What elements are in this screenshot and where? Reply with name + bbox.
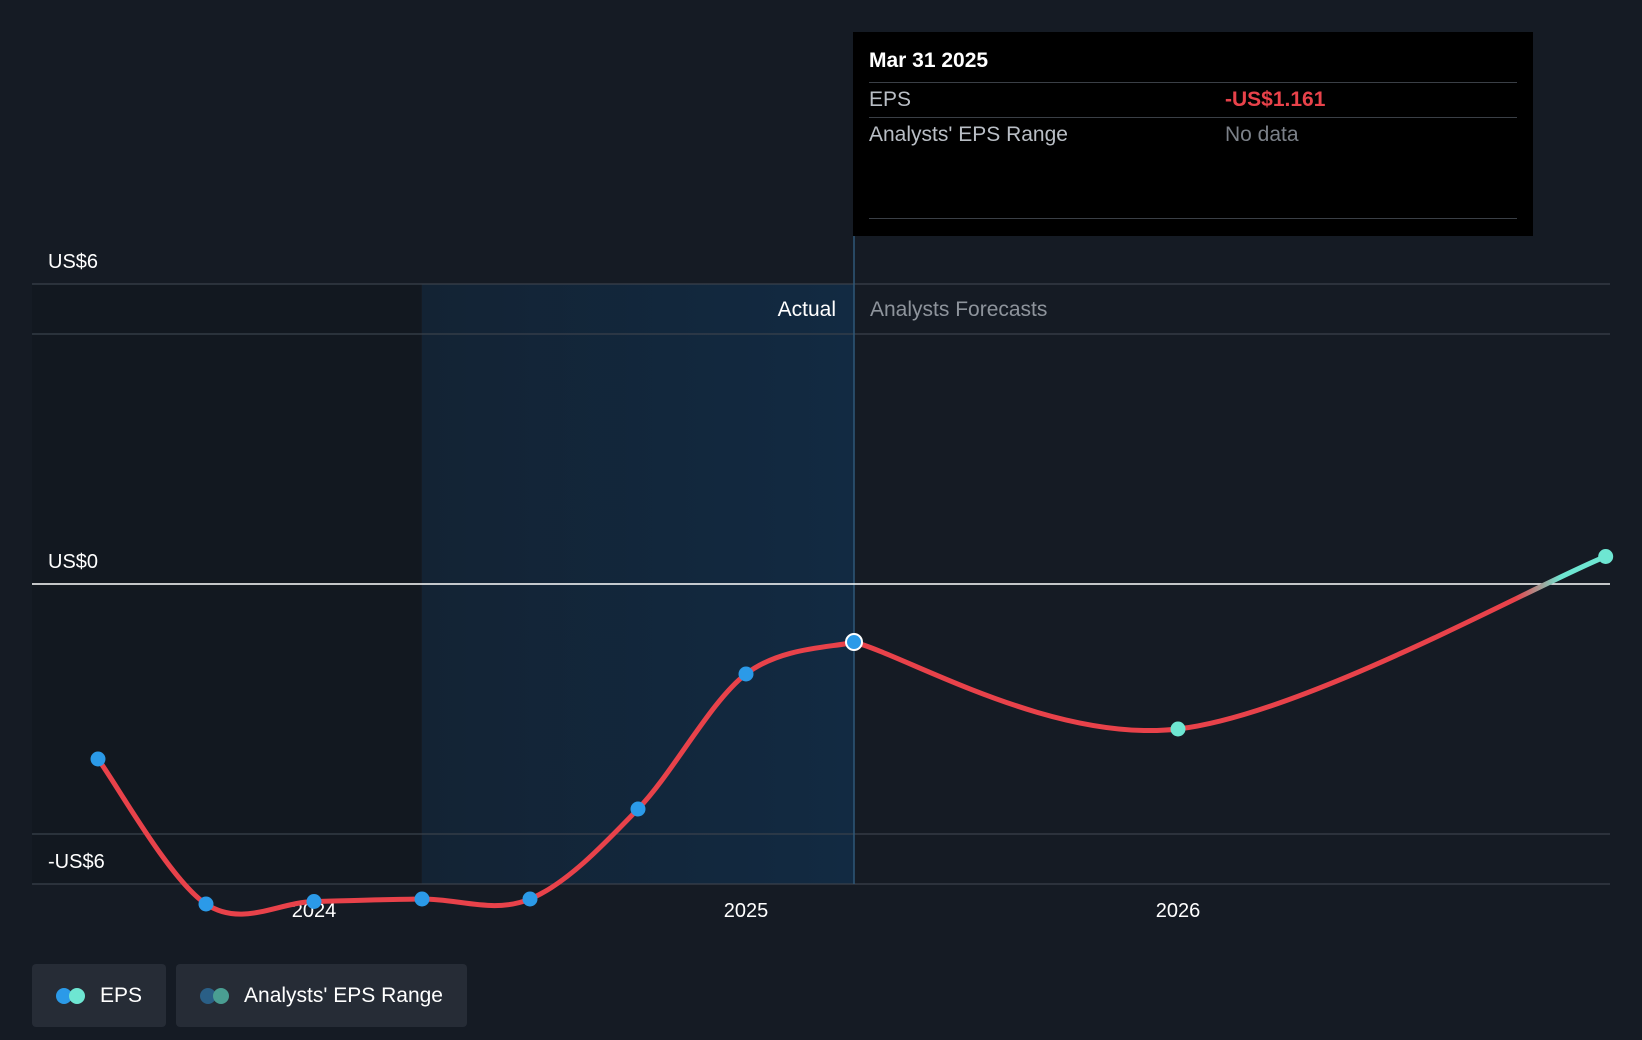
y-tick-label: US$0 xyxy=(48,551,98,573)
tooltip: Mar 31 2025 EPS -US$1.161 Analysts' EPS … xyxy=(853,32,1533,236)
actual-label: Actual xyxy=(778,298,836,321)
y-tick-label: US$6 xyxy=(48,251,98,273)
eps-point-selected[interactable] xyxy=(845,633,863,652)
tooltip-eps-value: -US$1.161 xyxy=(1225,88,1326,111)
eps-point[interactable] xyxy=(198,896,214,912)
tooltip-row-range: Analysts' EPS Range No data xyxy=(869,118,1517,152)
eps-points xyxy=(90,549,1614,912)
eps-swatch-icon xyxy=(56,987,86,1004)
legend-eps-range-label: Analysts' EPS Range xyxy=(244,983,443,1007)
eps-point[interactable] xyxy=(630,801,646,817)
forecast-label: Analysts Forecasts xyxy=(870,298,1047,321)
legend: EPS Analysts' EPS Range xyxy=(32,964,467,1027)
x-tick-label: 2025 xyxy=(724,900,769,922)
tooltip-date: Mar 31 2025 xyxy=(869,46,1517,83)
grid-lines xyxy=(32,283,1610,885)
tooltip-eps-label: EPS xyxy=(869,88,912,111)
eps-point[interactable] xyxy=(738,666,754,682)
x-tick-label: 2026 xyxy=(1156,900,1201,922)
tooltip-row-eps: EPS -US$1.161 xyxy=(869,83,1517,118)
x-tick-label: 2024 xyxy=(292,900,337,922)
legend-item-eps[interactable]: EPS xyxy=(32,964,167,1027)
eps-point[interactable] xyxy=(306,894,322,909)
tooltip-range-label: Analysts' EPS Range xyxy=(869,123,1068,146)
eps-forecast-point[interactable] xyxy=(1170,721,1186,737)
eps-forecast-line xyxy=(851,554,1609,733)
eps-range-swatch-icon xyxy=(200,987,230,1004)
tooltip-footer-line xyxy=(869,218,1517,219)
eps-point[interactable] xyxy=(90,751,106,767)
x-axis-labels: 2024 2025 2026 xyxy=(292,900,1201,922)
y-axis-labels: US$6 US$0 -US$6 xyxy=(48,251,105,873)
legend-eps-label: EPS xyxy=(100,983,143,1007)
legend-item-eps-range[interactable]: Analysts' EPS Range xyxy=(176,964,467,1027)
eps-point[interactable] xyxy=(522,891,538,907)
eps-point[interactable] xyxy=(414,891,430,907)
y-tick-label: -US$6 xyxy=(48,851,105,873)
eps-forecast-point[interactable] xyxy=(1598,549,1614,564)
tooltip-range-value: No data xyxy=(1225,123,1299,146)
